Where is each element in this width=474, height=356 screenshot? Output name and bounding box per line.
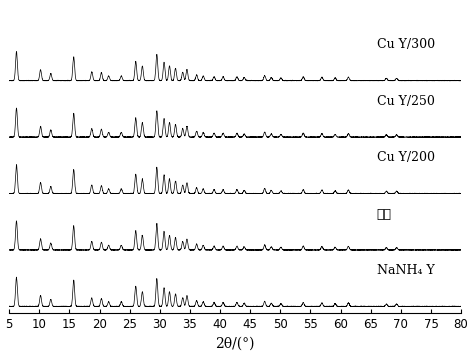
Text: Cu Y/250: Cu Y/250 bbox=[377, 95, 435, 108]
Text: Cu Y/300: Cu Y/300 bbox=[377, 38, 435, 51]
Text: Cu Y/200: Cu Y/200 bbox=[377, 151, 435, 164]
Text: NaNH₄ Y: NaNH₄ Y bbox=[377, 264, 435, 277]
X-axis label: 2θ/(°): 2θ/(°) bbox=[215, 336, 255, 350]
Text: 前体: 前体 bbox=[377, 208, 392, 221]
